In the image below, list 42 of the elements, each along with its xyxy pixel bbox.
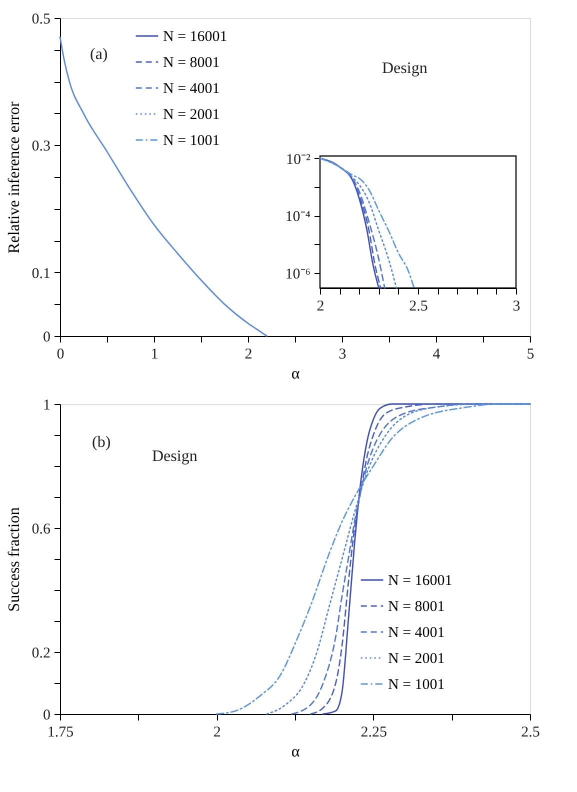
x-tick-label: 5: [526, 346, 534, 362]
legend-label: N = 4001: [388, 625, 445, 641]
y-tick-label: 0.2: [32, 646, 50, 662]
legend-label: N = 4001: [163, 81, 220, 97]
annotation: Design: [382, 60, 428, 77]
x-tick-label: 2.5: [409, 298, 428, 314]
x-tick-label: 0: [56, 346, 64, 362]
annotation: (a): [90, 46, 108, 63]
x-tick-label: 2: [213, 724, 221, 740]
legend-label: N = 1001: [163, 133, 220, 149]
legend-label: N = 16001: [388, 573, 452, 589]
annotation: (b): [92, 434, 111, 451]
y-tick-label: 0.6: [32, 522, 51, 538]
y-axis-title: Relative inference error: [6, 100, 23, 254]
x-tick-label: 3: [338, 346, 346, 362]
x-tick-label: 4: [432, 346, 441, 362]
legend-label: N = 2001: [163, 107, 220, 123]
y-tick-label: 0.1: [32, 266, 50, 282]
x-tick-label: 1: [150, 346, 158, 362]
legend-label: N = 1001: [388, 677, 445, 693]
x-tick-label: 2.25: [360, 724, 387, 740]
legend-label: N = 16001: [163, 29, 228, 45]
y-tick-label: 10⁻⁴: [285, 209, 310, 226]
x-tick-label: 2: [316, 298, 324, 314]
y-tick-label: 10⁻²: [286, 152, 311, 168]
x-tick-label: 1.75: [47, 724, 74, 740]
annotation: Design: [152, 448, 198, 465]
y-axis-title: Success fraction: [6, 507, 23, 612]
legend-label: N = 8001: [388, 599, 445, 615]
y-tick-label: 0: [43, 330, 50, 346]
y-tick-label: 0.3: [32, 138, 50, 155]
x-tick-label: 3: [512, 298, 520, 314]
x-axis-title: α: [291, 366, 300, 382]
legend-label: N = 2001: [388, 651, 445, 667]
x-tick-label: 2: [244, 346, 252, 362]
legend-label: N = 8001: [163, 55, 220, 71]
y-tick-label: 10⁻⁶: [285, 266, 310, 282]
x-tick-label: 2.5: [521, 724, 540, 740]
y-tick-label: 1: [43, 398, 50, 414]
y-tick-label: 0: [43, 708, 50, 724]
x-axis-title: α: [291, 744, 300, 760]
y-tick-label: 0.5: [32, 12, 50, 28]
